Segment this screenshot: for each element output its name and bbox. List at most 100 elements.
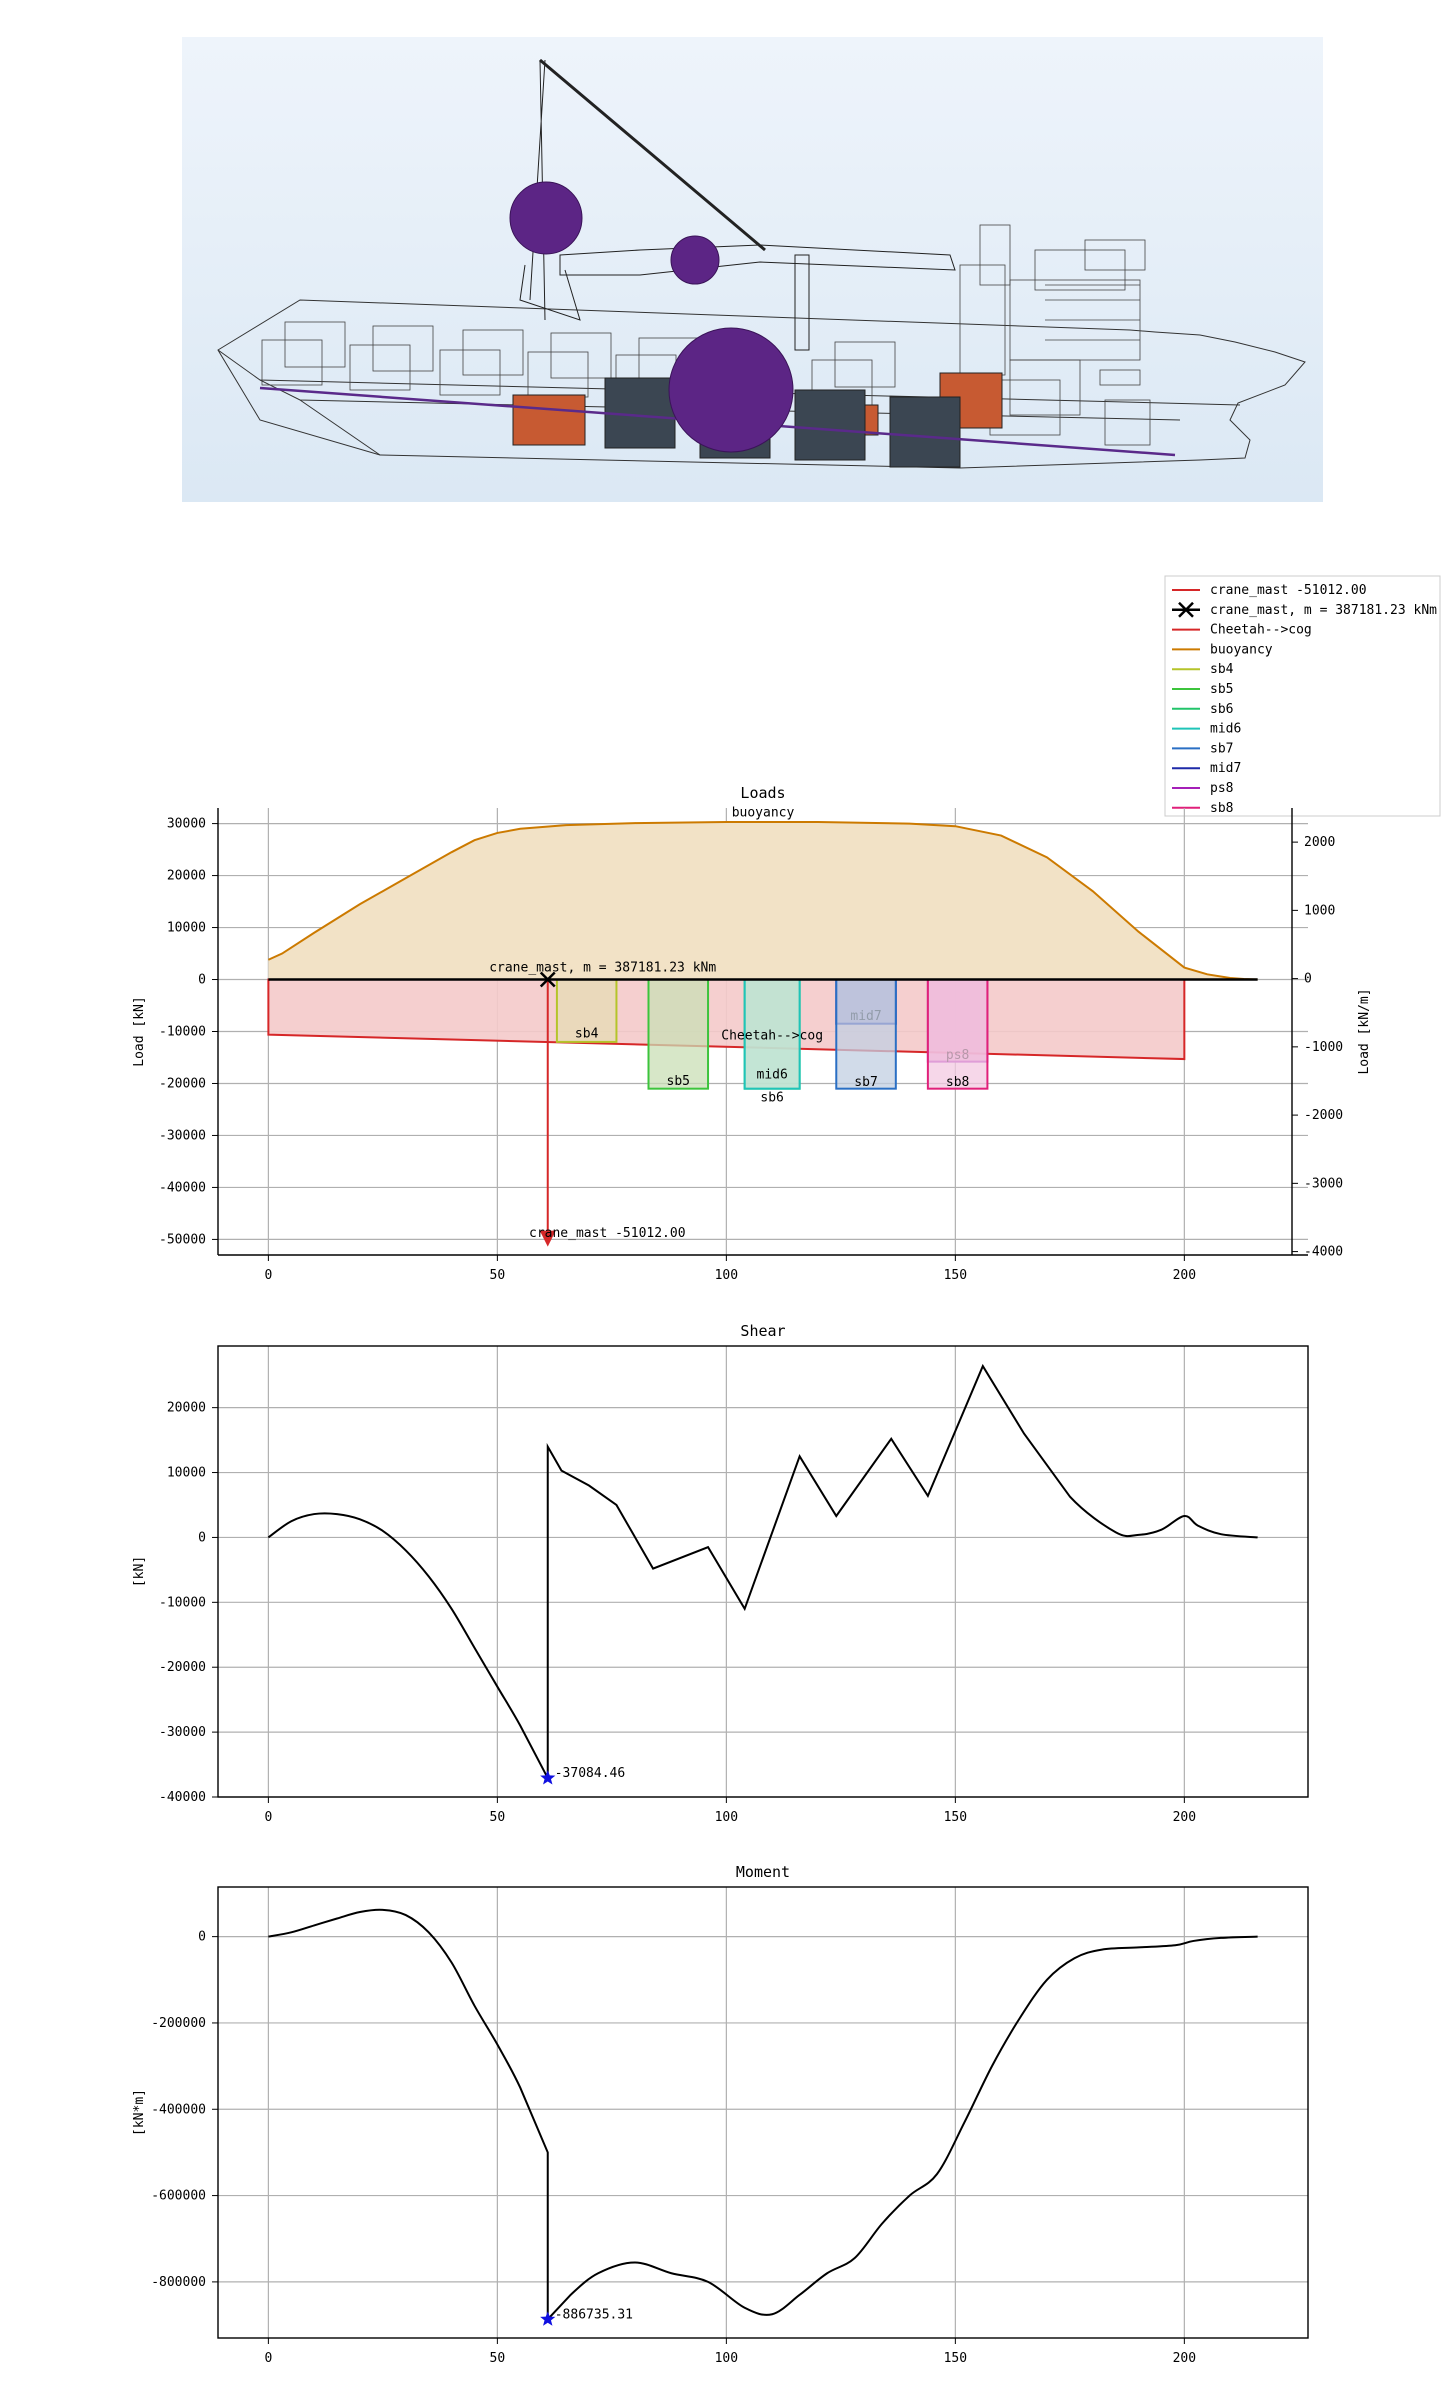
chart-title: Loads (740, 784, 785, 802)
cargo-label-sb5: sb5 (667, 1074, 690, 1089)
y-tick-label: -30000 (159, 1725, 206, 1740)
buoyancy-area (268, 822, 1258, 980)
legend-label: sb7 (1210, 741, 1233, 756)
annotation: crane_mast -51012.00 (529, 1226, 686, 1241)
x-tick-label: 200 (1173, 1268, 1196, 1283)
y-tick-label: -800000 (151, 2275, 206, 2290)
cog-spheres (509, 181, 794, 453)
ship-render (182, 37, 1323, 502)
cargo-block-mid6 (743, 978, 801, 1090)
y-tick-label: 0 (198, 1530, 206, 1545)
point-load-arrow-head (539, 1230, 556, 1247)
legend-label: crane_mast -51012.00 (1210, 583, 1367, 598)
annotation: crane_mast, m = 387181.23 kNm (489, 961, 716, 976)
shear-chart: 0 50 100 150 200 20000 10000 0 -10000 -20000 -3000… (132, 1322, 1309, 1825)
y-tick-label: -200000 (151, 2016, 206, 2031)
right-tick-label: -3000 (1304, 1176, 1343, 1191)
extreme-marker (540, 2311, 556, 2326)
y-tick-label: 20000 (167, 1401, 206, 1416)
legend-label: ps8 (1210, 781, 1233, 796)
cargo-block-sb8 (926, 978, 989, 1090)
y-tick-label: 0 (198, 973, 206, 988)
x-tick-label: 200 (1173, 2351, 1196, 2366)
y-tick-label: -40000 (159, 1790, 206, 1805)
y-axis-label: [kN*m] (132, 2089, 147, 2136)
y-tick-label: -400000 (151, 2102, 206, 2117)
legend-label: mid7 (1210, 761, 1241, 776)
buoyancy-line (267, 821, 1258, 981)
x-tick-label: 100 (715, 2351, 738, 2366)
y-tick-label: 10000 (167, 1466, 206, 1481)
x-tick-label: 150 (944, 1268, 967, 1283)
axes-frame (217, 1886, 1309, 2339)
loads-chart: 0 50 100 150 2003000020000100000-10000-20000… (132, 784, 1372, 1283)
legend-label: mid6 (1210, 722, 1241, 737)
legend-label: sb5 (1210, 682, 1233, 697)
right-tick-label: 1000 (1304, 903, 1335, 918)
shear-line (267, 1363, 1258, 1779)
cargo-block-sb4 (555, 978, 618, 1043)
cargo-block-sb5 (647, 978, 710, 1090)
extreme-label: -886735.31 (555, 2307, 633, 2322)
x-tick-label: 0 (264, 1810, 272, 1825)
legend-label: sb4 (1210, 662, 1234, 677)
right-axis-label: Load [kN/m] (1357, 988, 1372, 1074)
deck-cargo-frames (261, 321, 1151, 446)
cargo-label-sb8: sb8 (946, 1075, 969, 1090)
y-tick-label: -10000 (159, 1025, 206, 1040)
annotation: buoyancy (732, 805, 795, 820)
cargo-label-sb6: sb6 (760, 1091, 783, 1106)
moment-chart: 0 50 100 150 200 0 -200000 -400000 -600000 -80000… (132, 1863, 1309, 2366)
extreme-label: -37084.46 (555, 1766, 625, 1781)
right-tick-label: -2000 (1304, 1108, 1343, 1123)
axes-frame (217, 1345, 1309, 1798)
y-axis-label: [kN] (132, 1556, 147, 1587)
x-tick-label: 200 (1173, 1810, 1196, 1825)
right-tick-label: 0 (1304, 972, 1312, 987)
legend-label: buoyancy (1210, 642, 1273, 657)
x-tick-label: 100 (715, 1810, 738, 1825)
x-tick-label: 150 (944, 2351, 967, 2366)
x-tick-label: 100 (715, 1268, 738, 1283)
chart-title: Shear (740, 1322, 785, 1340)
x-tick-label: 0 (264, 2351, 272, 2366)
y-tick-label: -600000 (151, 2189, 206, 2204)
deck-structures (959, 224, 1146, 386)
y-tick-label: -40000 (159, 1180, 206, 1195)
cargo-label-mid6: mid6 (757, 1068, 788, 1083)
x-tick-label: 150 (944, 1810, 967, 1825)
moment-line (268, 1908, 1258, 2322)
cargo-label-sb7: sb7 (854, 1075, 877, 1090)
moment-marker (539, 971, 556, 988)
cargo-block-sb7 (835, 978, 897, 1090)
chart-title: Moment (736, 1863, 790, 1881)
y-tick-label: 30000 (167, 817, 206, 832)
y-tick-label: -30000 (159, 1128, 206, 1143)
x-tick-label: 50 (490, 1810, 506, 1825)
right-tick-label: -4000 (1304, 1245, 1343, 1260)
legend-frame (1164, 575, 1441, 817)
legend-marker-x (1178, 601, 1194, 618)
y-tick-label: -20000 (159, 1660, 206, 1675)
cargo-label-sb4: sb4 (575, 1027, 599, 1042)
annotation: Cheetah-->cog (721, 1028, 823, 1043)
y-tick-label: 20000 (167, 869, 206, 884)
x-tick-label: 0 (264, 1268, 272, 1283)
y-tick-label: -10000 (159, 1595, 206, 1610)
legend: crane_mast -51012.00 crane_mast, m = 3871… (1164, 575, 1441, 817)
y-tick-label: 10000 (167, 921, 206, 936)
legend-label: Cheetah-->cog (1210, 623, 1312, 638)
right-tick-label: -1000 (1304, 1040, 1343, 1055)
y-tick-label: -50000 (159, 1232, 206, 1247)
x-tick-label: 50 (490, 1268, 506, 1283)
right-tick-label: 2000 (1304, 835, 1335, 850)
legend-label: sb8 (1210, 801, 1233, 816)
x-tick-label: 50 (490, 2351, 506, 2366)
extreme-marker (540, 1770, 556, 1785)
legend-label: crane_mast, m = 387181.23 kNm (1210, 603, 1437, 618)
y-tick-label: -20000 (159, 1076, 206, 1091)
y-tick-label: 0 (198, 1930, 206, 1945)
y-axis-label: Load [kN] (132, 996, 147, 1066)
legend-label: sb6 (1210, 702, 1233, 717)
